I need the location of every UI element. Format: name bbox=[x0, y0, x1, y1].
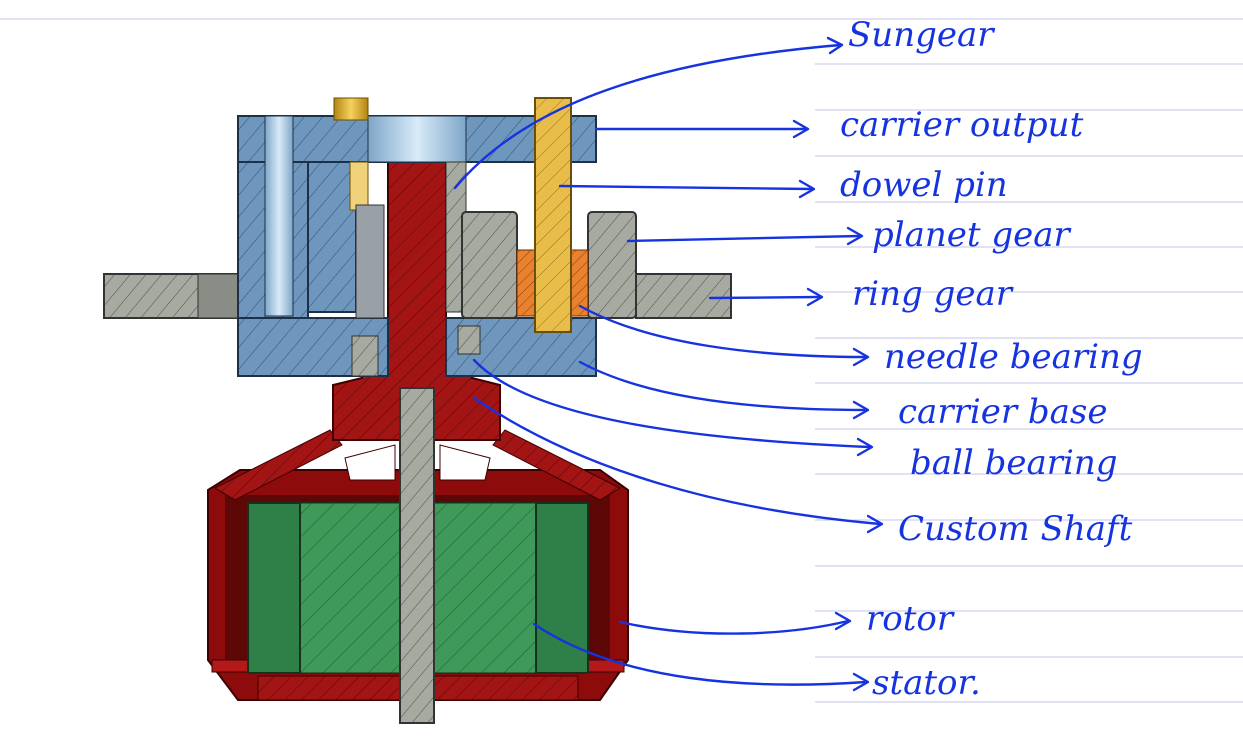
label-rotor: rotor bbox=[866, 599, 955, 639]
arrow-ball-bearing bbox=[472, 358, 872, 449]
dowel-pin bbox=[534, 97, 572, 333]
label-sun-gear: Sungear bbox=[848, 15, 995, 55]
ruled-lines bbox=[0, 18, 1243, 703]
arrow-needle-bearing bbox=[578, 304, 868, 359]
label-planet-gear: planet gear bbox=[872, 215, 1072, 255]
label-needle-bearing: needle bearing bbox=[884, 337, 1143, 377]
label-custom-shaft: Custom Shaft bbox=[898, 509, 1133, 549]
motor-shaft bbox=[399, 387, 435, 724]
label-dowel-pin: dowel pin bbox=[840, 165, 1008, 205]
label-carrier-base: carrier base bbox=[898, 392, 1107, 432]
arrow-rotor bbox=[618, 619, 850, 635]
arrow-ring-gear bbox=[708, 295, 822, 300]
label-carrier-output: carrier output bbox=[840, 105, 1084, 145]
carrier-assembly bbox=[237, 97, 597, 377]
label-ball-bearing: ball bearing bbox=[910, 443, 1118, 483]
ring-gear bbox=[103, 273, 732, 319]
annotation-arrows bbox=[453, 36, 884, 692]
arrow-dowel-pin bbox=[558, 184, 814, 191]
arrow-stator bbox=[532, 622, 868, 686]
arrow-planet-gear bbox=[626, 234, 862, 243]
label-ring-gear: ring gear bbox=[852, 274, 1014, 314]
label-stator: stator. bbox=[872, 663, 981, 703]
arrow-sun-gear bbox=[453, 43, 842, 190]
arrow-carrier-base bbox=[578, 360, 868, 412]
arrow-custom-shaft bbox=[472, 396, 882, 526]
